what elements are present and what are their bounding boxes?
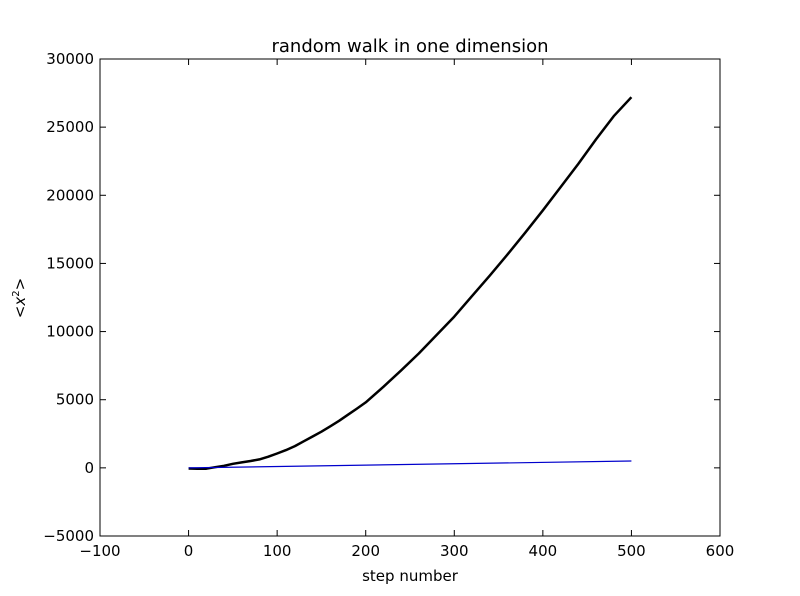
series-line-1 [188,460,632,469]
y-tick-label: −5000 [43,527,94,545]
x-axis-title: step number [362,567,459,585]
y-tick-label: 20000 [46,186,94,204]
x-tick-label: −100 [79,542,120,560]
x-tick-label: 400 [529,542,558,560]
x-tick-label: 0 [184,542,194,560]
y-axis-title-prefix: < [11,306,29,319]
y-axis-title-suffix: > [11,278,29,291]
y-tick-label: 5000 [56,391,94,409]
x-tick-label: 300 [440,542,469,560]
y-tick-label: 30000 [46,50,94,68]
tick-layer: −100 0 100 200 300 400 500 600 −5000 0 5000 10000 15… [43,50,734,560]
y-tick-label: 15000 [46,254,94,272]
y-tick-label: 10000 [46,323,94,341]
y-axis-title: <x2> [11,278,29,318]
x-tick-label: 200 [351,542,380,560]
chart-title: random walk in one dimension [271,36,548,57]
plot-frame [99,58,721,537]
y-axis-title-sup: 2 [11,290,22,296]
y-axis-title-var: x [11,297,29,307]
y-tick-label: 0 [84,459,94,477]
x-tick-label: 100 [263,542,292,560]
x-tick-label: 500 [617,542,646,560]
series-line-0 [188,96,633,470]
series-layer [188,96,633,470]
y-tick-label: 25000 [46,118,94,136]
x-tick-label: 600 [706,542,735,560]
